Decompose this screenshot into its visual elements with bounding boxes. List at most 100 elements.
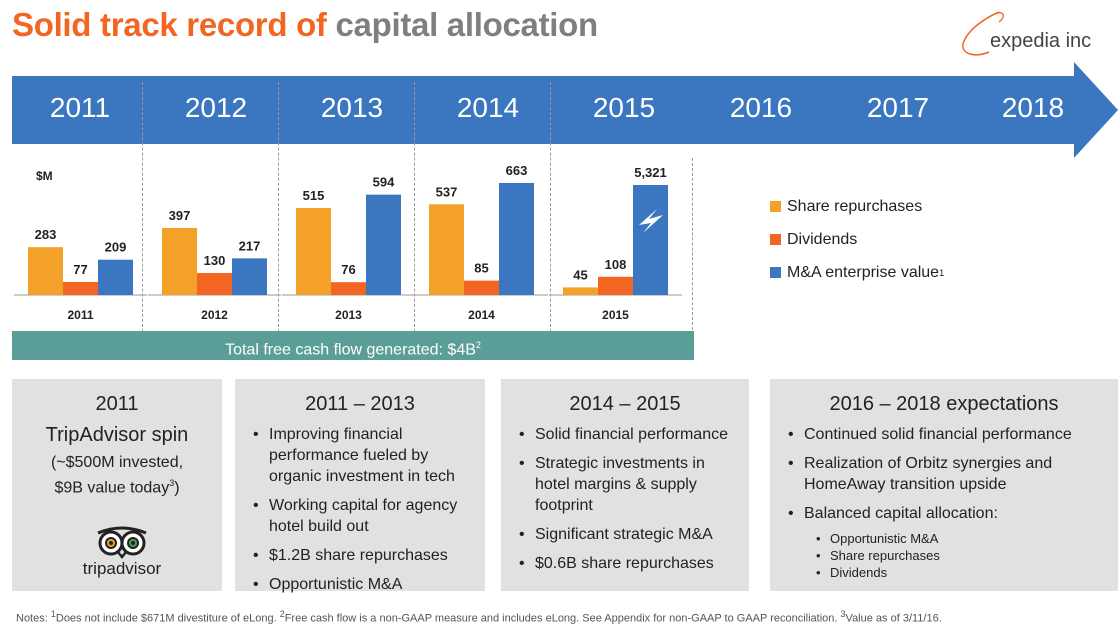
page-title: Solid track record of capital allocation xyxy=(12,6,598,44)
bar-dividends-2013 xyxy=(331,282,366,295)
note-text: Value as of 3/11/16. xyxy=(845,612,942,625)
footnote-marker: 1 xyxy=(939,267,945,278)
legend-item-dividends: Dividends xyxy=(770,223,944,256)
period-2011-2013-box: 2011 – 2013 Improving financial performa… xyxy=(235,379,485,595)
timeline-year-2015: 2015 xyxy=(592,92,656,123)
bar-dividends-2014 xyxy=(464,280,499,295)
bullet-item: Working capital for agency hotel build o… xyxy=(253,495,479,537)
bullet-item: Realization of Orbitz synergies and Home… xyxy=(788,453,1112,495)
tripadvisor-box: 2011 TripAdvisor spin (~$500M invested, … xyxy=(12,379,222,591)
box-note-line: $9B value today3) xyxy=(12,473,222,498)
box-title: 2014 – 2015 xyxy=(569,393,681,415)
bar-m-a-enterprise-value-2012 xyxy=(232,258,267,295)
legend-label: Dividends xyxy=(787,230,858,248)
data-label: 283 xyxy=(35,227,57,242)
bullet-item: Balanced capital allocation: xyxy=(788,503,1112,524)
legend-swatch xyxy=(770,201,781,212)
data-label: 77 xyxy=(73,262,87,277)
data-label: 217 xyxy=(239,238,261,253)
data-label: 515 xyxy=(303,188,325,203)
tripadvisor-logo: tripadvisor xyxy=(72,521,172,581)
footnote-marker: 2 xyxy=(475,340,481,350)
tripadvisor-owl-icon xyxy=(97,526,147,560)
expedia-swoosh-icon xyxy=(962,11,1004,56)
expedia-logo-text: expedia inc xyxy=(990,30,1092,52)
timeline-year-2018: 2018 xyxy=(1001,92,1065,123)
category-label: 2015 xyxy=(602,308,629,322)
bullet-list: Improving financial performance fueled b… xyxy=(235,424,485,595)
bullet-list: Continued solid financial performance Re… xyxy=(770,424,1118,524)
bullet-item: Continued solid financial performance xyxy=(788,424,1112,445)
period-2014-2015-box: 2014 – 2015 Solid financial performance … xyxy=(501,379,749,591)
data-label: 108 xyxy=(605,257,627,272)
legend-swatch xyxy=(770,267,781,278)
expedia-logo: expedia inc xyxy=(955,8,1118,60)
data-label: 130 xyxy=(204,253,226,268)
notes-prefix: Notes: xyxy=(16,612,51,625)
bar-share-repurchases-2013 xyxy=(296,208,331,295)
timeline-year-2014: 2014 xyxy=(456,92,520,123)
separator-line xyxy=(550,82,551,332)
bullet-item: Significant strategic M&A xyxy=(519,524,743,545)
separator-line xyxy=(278,82,279,332)
legend-label: M&A enterprise value xyxy=(787,263,940,281)
sub-bullet-item: Dividends xyxy=(816,564,1118,581)
bullet-item: Opportunistic M&A xyxy=(253,574,479,595)
footnote-marker: 3 xyxy=(169,478,175,488)
box-note: (~$500M invested, $9B value today3) xyxy=(12,453,222,498)
category-label: 2011 xyxy=(67,308,93,322)
bar-m-a-enterprise-value-2015 xyxy=(633,185,668,295)
footnote-marker: 2 xyxy=(279,609,285,619)
footnote-marker: 1 xyxy=(50,609,56,619)
fcf-text: Total free cash flow generated: $4B xyxy=(225,341,476,359)
tripadvisor-logo-text: tripadvisor xyxy=(82,559,162,578)
bullet-item: Strategic investments in hotel margins &… xyxy=(519,453,743,516)
box-note-line: (~$500M invested, xyxy=(50,454,184,471)
data-label: 45 xyxy=(573,267,587,282)
bullet-item: Solid financial performance xyxy=(519,424,743,445)
box-subtitle: TripAdvisor spin xyxy=(45,424,189,446)
footnote-marker: 3 xyxy=(840,609,846,619)
sub-bullet-list: Opportunistic M&A Share repurchases Divi… xyxy=(770,530,1118,581)
timeline-year-2011: 2011 xyxy=(49,92,111,123)
legend-swatch xyxy=(770,234,781,245)
category-label: 2012 xyxy=(201,308,228,322)
separator-line xyxy=(414,82,415,332)
note-text: Free cash flow is a non-GAAP measure and… xyxy=(284,612,841,625)
bar-m-a-enterprise-value-2011 xyxy=(98,259,133,295)
box-note-close: ) xyxy=(174,479,180,497)
sub-bullet-item: Share repurchases xyxy=(816,547,1118,564)
bar-share-repurchases-2014 xyxy=(429,204,464,295)
timeline-arrow-shape xyxy=(12,62,1118,158)
bar-m-a-enterprise-value-2014 xyxy=(499,183,534,295)
bar-share-repurchases-2011 xyxy=(28,247,63,295)
bullet-list: Solid financial performance Strategic in… xyxy=(501,424,749,574)
separator-line xyxy=(142,82,143,332)
bullet-item: Improving financial performance fueled b… xyxy=(253,424,479,487)
legend-item-share-repurchases: Share repurchases xyxy=(770,190,944,223)
box-title: 2011 xyxy=(95,393,139,415)
separator-line xyxy=(692,158,693,330)
bar-share-repurchases-2012 xyxy=(162,227,197,295)
box-note-text: $9B value today xyxy=(54,479,170,497)
timeline-year-2016: 2016 xyxy=(729,92,793,123)
legend-label: Share repurchases xyxy=(787,197,923,215)
bar-dividends-2011 xyxy=(63,281,98,295)
data-label: 397 xyxy=(169,208,191,223)
note-text: Does not include $671M divestiture of eL… xyxy=(55,612,280,625)
title-orange-part: Solid track record of xyxy=(12,6,327,43)
bullet-item: $1.2B share repurchases xyxy=(253,545,479,566)
box-title: 2016 – 2018 expectations xyxy=(829,393,1059,415)
unit-label: $M xyxy=(36,169,53,183)
category-label: 2013 xyxy=(335,308,362,322)
axis-break-icon xyxy=(639,209,663,233)
box-title: 2011 – 2013 xyxy=(305,393,415,415)
data-label: 594 xyxy=(373,175,395,190)
category-label: 2014 xyxy=(468,308,495,322)
sub-bullet-item: Opportunistic M&A xyxy=(816,530,1118,547)
data-label: 5,321 xyxy=(634,165,667,180)
bar-share-repurchases-2015 xyxy=(563,287,598,295)
legend-item-ma-enterprise-value: M&A enterprise value 1 xyxy=(770,256,944,289)
chart-legend: Share repurchases Dividends M&A enterpri… xyxy=(770,190,944,289)
timeline-year-2017: 2017 xyxy=(866,92,930,123)
